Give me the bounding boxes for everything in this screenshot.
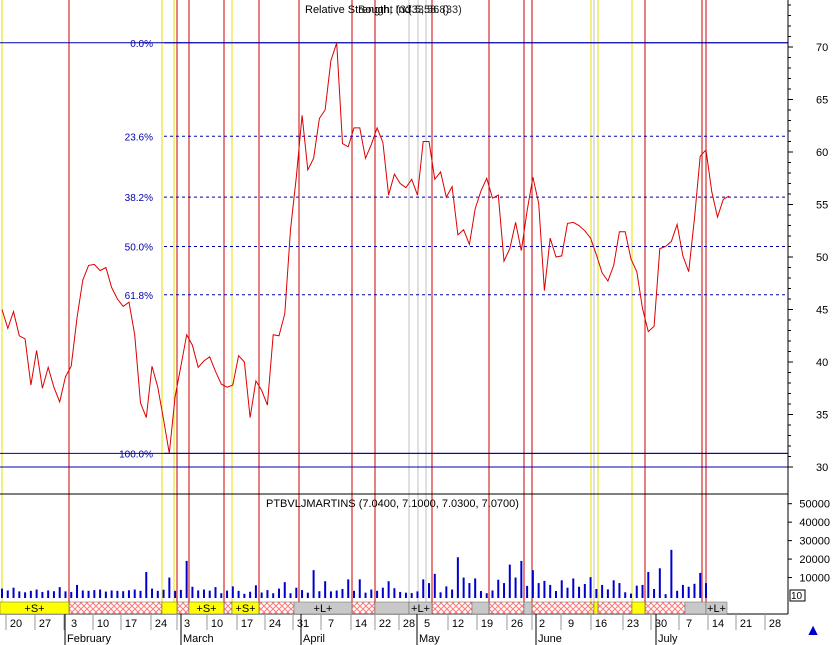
volume-tick-label: 20000: [799, 554, 830, 566]
fib-label: 23.6%: [125, 132, 153, 143]
month-label: June: [538, 633, 562, 645]
signal-block: [705, 601, 728, 615]
y-tick-label: 70: [816, 42, 828, 54]
x-tick-label: 27: [39, 618, 51, 630]
volume-title: PTBVLJMARTINS (7.0400, 7.1000, 7.0300, 7…: [266, 498, 519, 510]
signal-label: +S+: [24, 603, 44, 615]
corner-box: [789, 589, 806, 602]
x-tick-label: 2: [539, 618, 545, 630]
x-tick-label: 3: [71, 618, 77, 630]
signal-block: [258, 601, 295, 615]
signal-block: [631, 601, 646, 615]
signal-block: [593, 601, 599, 615]
signal-block: [597, 601, 633, 615]
signal-label: +S+: [235, 603, 255, 615]
signal-block: [488, 601, 525, 615]
x-tick-label: 7: [328, 618, 334, 630]
volume-tick-label: 10000: [799, 573, 830, 585]
signal-label: +L+: [314, 603, 333, 615]
volume-tick-label: 50000: [799, 499, 830, 511]
signal-label: +S+: [196, 603, 216, 615]
x-tick-label: 28: [403, 618, 415, 630]
y-tick-label: 30: [816, 462, 828, 474]
month-label: March: [183, 633, 214, 645]
vertical-marker-lines: [1, 0, 707, 614]
y-tick-label: 65: [816, 95, 828, 107]
x-tick-label: 30: [655, 618, 667, 630]
x-tick-label: 10: [97, 618, 109, 630]
signal-label: +L+: [411, 603, 430, 615]
month-label: February: [67, 633, 112, 645]
fib-label: 100.0%: [119, 449, 153, 460]
signal-block: [431, 601, 473, 615]
x-tick-label: 22: [379, 618, 391, 630]
y-tick-label: 45: [816, 305, 828, 317]
signal-block: [176, 601, 190, 615]
signal-block: [684, 601, 707, 615]
x-tick-label: 7: [686, 618, 692, 630]
x-tick-label: 28: [769, 618, 781, 630]
y-tick-label: 60: [816, 147, 828, 159]
fibonacci-grid: 0.0% 23.6% 38.2% 50.0% 61.8% 100.0%: [0, 39, 788, 468]
x-axis: 20 27 3 10 17 24 3 10 17 24 31 7 14 22 28 5 12 19 26 2 9 16 23…: [5, 614, 781, 645]
x-tick-label: 31: [297, 618, 309, 630]
x-tick-label: 26: [511, 618, 523, 630]
chart-title-b: Bought (33.5,58.8): [358, 4, 450, 16]
signal-block: [471, 601, 490, 615]
price-series: [1, 42, 730, 454]
x-tick-label: 3: [184, 618, 190, 630]
x-tick-label: 24: [269, 618, 281, 630]
y-tick-label: 50: [816, 252, 828, 264]
signal-block: [644, 601, 686, 615]
signal-block: [531, 601, 595, 615]
fib-label: 50.0%: [125, 243, 153, 254]
fib-label: 61.8%: [125, 291, 153, 302]
scroll-up-arrow-icon[interactable]: ▲: [805, 622, 821, 639]
volume-series: [1, 549, 707, 598]
month-label: April: [303, 633, 325, 645]
volume-tick-label: 40000: [799, 517, 830, 529]
y-tick-label: 55: [816, 200, 828, 212]
fib-label: 38.2%: [125, 193, 153, 204]
signal-strip: +S+ +S+ +S+ +L+ +L+ +L+: [0, 601, 728, 615]
x-tick-label: 20: [10, 618, 22, 630]
x-tick-label: 23: [627, 618, 639, 630]
x-tick-label: 9: [568, 618, 574, 630]
x-tick-label: 24: [155, 618, 167, 630]
x-tick-label: 19: [481, 618, 493, 630]
chart-title-c: (33.56 (33): [408, 4, 462, 16]
x-tick-label: 5: [424, 618, 430, 630]
volume-tick-label: 30000: [799, 536, 830, 548]
x-tick-label: 21: [740, 618, 752, 630]
signal-block: [374, 601, 410, 615]
fib-label: 0.0%: [130, 39, 153, 50]
y-tick-label: 40: [816, 357, 828, 369]
signal-block: [161, 601, 178, 615]
price-line: [1, 42, 730, 454]
x-tick-label: 10: [211, 618, 223, 630]
x-tick-label: 12: [452, 618, 464, 630]
x-tick-label: 14: [712, 618, 724, 630]
x-tick-label: 14: [355, 618, 367, 630]
y-tick-label: 35: [816, 410, 828, 422]
month-label: May: [419, 633, 440, 645]
month-label: July: [658, 633, 678, 645]
axes: 70 65 60 55 50 45 40 35 30 50000 40000 30000 20000 10…: [0, 0, 830, 615]
signal-block: [351, 601, 376, 615]
x-tick-label: 17: [241, 618, 253, 630]
corner-value: 10: [791, 591, 803, 602]
signal-block: [68, 601, 163, 615]
x-tick-label: 16: [595, 618, 607, 630]
signal-block: [223, 601, 233, 615]
signal-block: [523, 601, 533, 615]
x-tick-label: 17: [125, 618, 137, 630]
chart-title-a: Relative Strength, Ind: [305, 4, 411, 16]
signal-label: +L+: [707, 603, 726, 615]
